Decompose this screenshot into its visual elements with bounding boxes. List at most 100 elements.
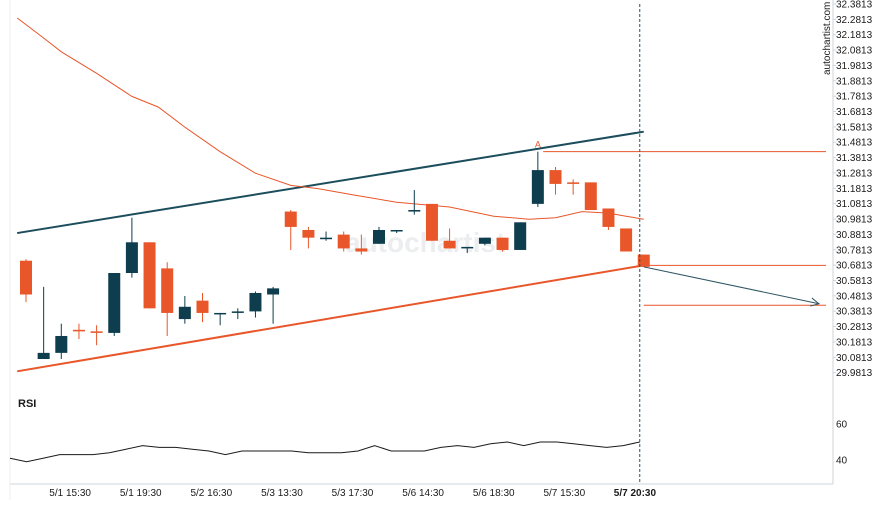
candle-body bbox=[284, 211, 297, 227]
candle-body bbox=[37, 352, 50, 360]
time-tick-label: 5/2 16:30 bbox=[190, 488, 232, 499]
candle bbox=[90, 325, 103, 346]
price-tick-label: 30.7813 bbox=[836, 245, 873, 256]
candle bbox=[196, 292, 209, 323]
candle-body bbox=[143, 242, 156, 309]
candle-body bbox=[178, 306, 191, 320]
candle bbox=[478, 237, 491, 246]
price-tick-label: 30.0813 bbox=[836, 353, 873, 364]
candle-body bbox=[90, 331, 103, 333]
candle bbox=[390, 229, 403, 234]
price-tick-label: 29.9813 bbox=[836, 368, 873, 379]
price-tick-label: 31.5813 bbox=[836, 122, 873, 133]
candle bbox=[637, 254, 650, 267]
candle bbox=[443, 228, 456, 249]
price-tick-label: 31.4813 bbox=[836, 138, 873, 149]
trend-lines bbox=[17, 130, 644, 373]
candle bbox=[143, 242, 156, 309]
price-tick-label: 31.2813 bbox=[836, 168, 873, 179]
price-tick-label: 30.6813 bbox=[836, 261, 873, 272]
candle bbox=[161, 262, 174, 336]
time-tick-label: 5/3 13:30 bbox=[261, 488, 303, 499]
candle bbox=[320, 231, 333, 241]
time-tick-label: 5/3 17:30 bbox=[332, 488, 374, 499]
candle-body bbox=[231, 311, 244, 313]
resistance-line bbox=[17, 130, 644, 235]
rsi-panel: RSI bbox=[9, 398, 640, 463]
forecast-arrow-head bbox=[810, 297, 821, 307]
candle-body bbox=[602, 208, 615, 227]
price-tick-label: 32.0813 bbox=[836, 46, 873, 57]
watermark: autochartist bbox=[345, 227, 505, 258]
candle bbox=[425, 203, 438, 241]
candle-body bbox=[108, 272, 121, 333]
time-tick-label: 5/1 19:30 bbox=[120, 488, 162, 499]
candle bbox=[531, 151, 544, 207]
price-tick-label: 32.2813 bbox=[836, 15, 873, 26]
price-tick-label: 31.7813 bbox=[836, 92, 873, 103]
candle bbox=[602, 208, 615, 230]
price-axis: 32.3813 32.2813 32.1813 32.0813 31.9813 31.88… bbox=[833, 0, 873, 467]
pattern-point-label: A bbox=[535, 140, 541, 150]
price-tick-label: 32.3813 bbox=[836, 0, 873, 11]
candle-body bbox=[461, 246, 474, 249]
price-tick-label: 30.4813 bbox=[836, 291, 873, 302]
forecast-arrow-line bbox=[643, 266, 820, 305]
candle-body bbox=[478, 237, 491, 244]
candle-body bbox=[214, 312, 227, 315]
candle-body bbox=[249, 292, 262, 312]
candle-body bbox=[531, 170, 544, 204]
candle-body bbox=[125, 242, 138, 273]
candle-body bbox=[267, 288, 280, 295]
price-tick-label: 31.8813 bbox=[836, 76, 873, 87]
brand-label: autochartist.com bbox=[822, 2, 833, 75]
candle bbox=[231, 308, 244, 320]
candle bbox=[373, 226, 385, 244]
candle-body bbox=[196, 300, 209, 313]
candle-body bbox=[496, 237, 509, 250]
price-tick-label: 31.1813 bbox=[836, 184, 873, 195]
candle bbox=[267, 286, 280, 324]
time-tick-label: 5/6 14:30 bbox=[402, 488, 444, 499]
candle bbox=[284, 210, 297, 250]
candle-body bbox=[337, 234, 350, 249]
candle-body bbox=[443, 240, 456, 249]
rsi-label: RSI bbox=[18, 398, 36, 410]
candle bbox=[302, 226, 315, 249]
candle bbox=[214, 312, 227, 326]
price-tick-label: 30.5813 bbox=[836, 276, 873, 287]
moving-average-line bbox=[16, 17, 644, 220]
candle-body bbox=[584, 182, 597, 211]
candle bbox=[337, 231, 350, 252]
level-lines bbox=[543, 151, 826, 306]
price-tick-label: 30.2813 bbox=[836, 322, 873, 333]
price-tick-label: 30.1813 bbox=[836, 337, 873, 348]
price-tick-label: 31.0813 bbox=[836, 199, 873, 210]
price-tick-label: 31.6813 bbox=[836, 107, 873, 118]
rsi-tick-label: 40 bbox=[836, 456, 848, 467]
candle-body bbox=[425, 203, 438, 241]
candle-body bbox=[373, 229, 385, 244]
candle-body bbox=[514, 222, 527, 250]
candle bbox=[496, 237, 509, 252]
candle bbox=[355, 234, 368, 255]
candle-body bbox=[637, 254, 650, 267]
rsi-tick-label: 60 bbox=[836, 420, 848, 431]
candle-body bbox=[355, 248, 368, 252]
candle bbox=[549, 167, 562, 195]
candle bbox=[408, 190, 421, 215]
candle-body bbox=[55, 335, 68, 353]
candle bbox=[125, 217, 138, 278]
time-tick-label: 5/7 15:30 bbox=[543, 488, 585, 499]
candle-body bbox=[302, 229, 315, 238]
price-tick-label: 30.9813 bbox=[836, 215, 873, 226]
time-axis: 5/1 15:30 5/1 19:30 5/2 16:30 5/3 13:30 5/3 … bbox=[49, 488, 656, 499]
candle bbox=[20, 259, 32, 303]
candle-body bbox=[161, 268, 174, 313]
candle bbox=[55, 323, 68, 360]
candle-body bbox=[620, 228, 633, 252]
candle bbox=[72, 323, 85, 340]
candle bbox=[514, 222, 527, 250]
time-tick-label: 5/7 20:30 bbox=[614, 488, 657, 499]
